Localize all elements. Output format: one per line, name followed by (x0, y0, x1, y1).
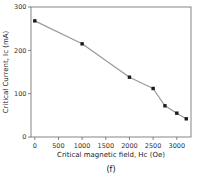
marker (80, 42, 83, 45)
x-tick (34, 137, 35, 140)
marker (128, 76, 131, 79)
x-tick (105, 137, 106, 140)
y-axis-label: Critical Current, Ic (mA) (2, 30, 10, 113)
x-tick (153, 137, 154, 140)
y-tick-label: 0 (22, 133, 26, 141)
chart-container: 0 500 1000 1500 2000 2500 3000 0 100 200 300 Critic… (0, 0, 200, 177)
y-axis: 0 100 200 300 (14, 3, 31, 141)
x-tick (176, 137, 177, 140)
x-tick-label: 1500 (98, 142, 115, 150)
plot-frame (31, 7, 191, 137)
x-tick-label: 2000 (121, 142, 138, 150)
x-tick-label: 1000 (74, 142, 91, 150)
marker (151, 87, 154, 90)
marker (33, 19, 36, 22)
marker (185, 117, 188, 120)
x-tick (82, 137, 83, 140)
y-tick (28, 93, 31, 94)
y-tick (28, 7, 31, 8)
line (35, 21, 186, 119)
series (33, 19, 188, 120)
x-tick (129, 137, 130, 140)
y-tick-label: 200 (14, 47, 26, 55)
x-axis: 0 500 1000 1500 2000 2500 3000 (33, 137, 185, 150)
y-tick-label: 100 (14, 90, 26, 98)
x-tick-label: 500 (52, 142, 64, 150)
chart: 0 500 1000 1500 2000 2500 3000 0 100 200 300 Critic… (0, 0, 200, 177)
title: (f) (106, 165, 115, 174)
x-tick-label: 0 (33, 142, 37, 150)
y-tick-label: 300 (14, 3, 26, 11)
x-axis-label: Critical magnetic field, Hc (Oe) (57, 151, 165, 159)
x-tick-label: 3000 (169, 142, 186, 150)
marker (175, 111, 178, 114)
y-tick (28, 137, 31, 138)
x-tick (58, 137, 59, 140)
x-tick-label: 2500 (145, 142, 162, 150)
y-tick (28, 50, 31, 51)
marker (163, 104, 166, 107)
